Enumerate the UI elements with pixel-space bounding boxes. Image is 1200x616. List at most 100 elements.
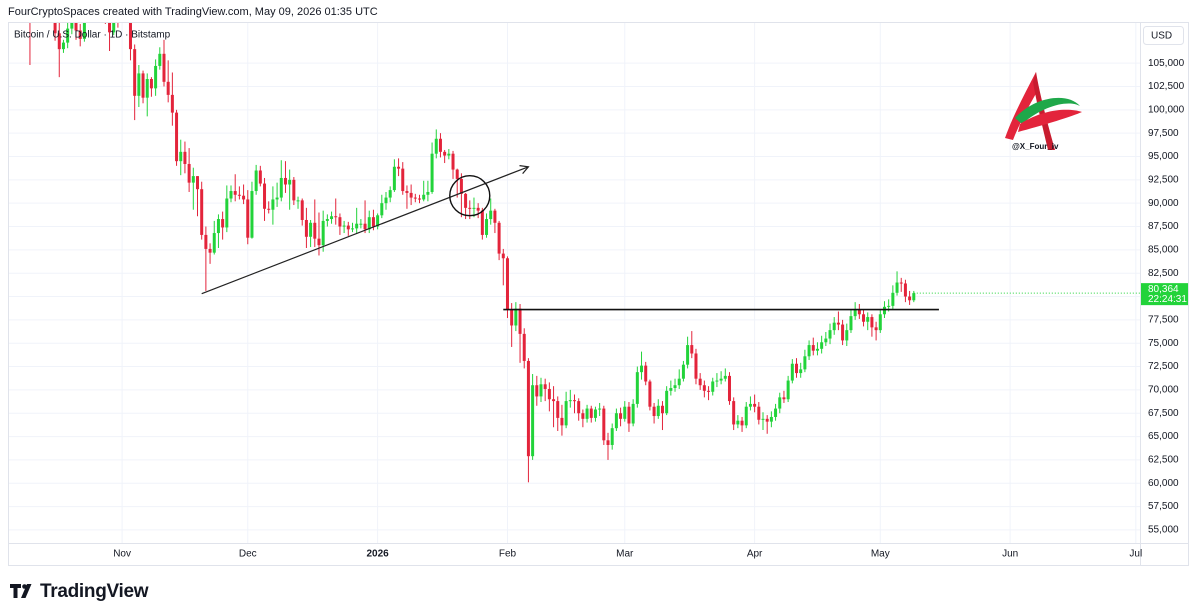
- candle-body: [271, 199, 275, 210]
- candle-body: [309, 222, 313, 237]
- candle-body: [413, 197, 417, 199]
- candle-body: [690, 345, 694, 354]
- candle-body: [799, 369, 803, 374]
- candle-body: [212, 233, 216, 253]
- candle-body: [187, 163, 191, 183]
- x-tick-label: Jun: [1002, 549, 1018, 560]
- candle-body: [493, 210, 497, 223]
- candle-body: [711, 381, 715, 392]
- candle-body: [795, 363, 799, 374]
- candle-body: [476, 207, 480, 211]
- candle-body: [778, 397, 782, 409]
- y-tick-label: 77,500: [1148, 315, 1179, 326]
- y-tick-label: 97,500: [1148, 128, 1179, 139]
- candle-body: [748, 403, 752, 407]
- logo-swoosh: [1018, 109, 1082, 132]
- candle-body: [334, 216, 338, 218]
- candle-body: [849, 316, 853, 331]
- candle-body: [57, 33, 61, 50]
- y-tick-label: 75,000: [1148, 338, 1179, 349]
- candle-body: [405, 191, 409, 193]
- candle-body: [175, 112, 179, 162]
- candle-body: [133, 49, 137, 96]
- candle-body: [355, 223, 359, 229]
- candle-body: [225, 198, 229, 228]
- candle-body: [183, 151, 187, 164]
- y-tick-label: 100,000: [1148, 104, 1185, 115]
- candle-body: [908, 296, 912, 301]
- candle-body: [325, 219, 329, 221]
- candle-body: [568, 400, 572, 402]
- candle-body: [170, 94, 174, 113]
- candle-body: [70, 23, 74, 29]
- currency[interactable]: USD: [1151, 31, 1172, 42]
- candle-body: [438, 138, 442, 152]
- candle-body: [531, 385, 535, 457]
- candle-body: [363, 223, 367, 230]
- candle-body: [815, 348, 819, 351]
- candle-body: [627, 406, 631, 424]
- candle-body: [598, 408, 602, 410]
- candle-body: [677, 378, 681, 386]
- axes: 55,000 57,500 60,000 62,500 65,000 67,500 70,0…: [113, 58, 1188, 560]
- candle-body: [330, 216, 334, 220]
- candle-body: [66, 28, 70, 43]
- candle-body: [803, 356, 807, 370]
- candle-body: [409, 192, 413, 198]
- x-tick-label: May: [871, 549, 890, 560]
- trendline-arrow: [519, 165, 530, 175]
- x-tick-label: 2026: [366, 549, 389, 560]
- candle-body: [631, 403, 635, 424]
- trendline: [201, 166, 529, 295]
- candle-body: [216, 219, 220, 234]
- candle-body: [485, 219, 489, 235]
- candle-body: [246, 199, 250, 238]
- candle-body: [141, 73, 145, 98]
- candle-body: [468, 207, 472, 209]
- candle-body: [895, 282, 899, 293]
- candle-body: [464, 193, 468, 208]
- candle-body: [878, 314, 882, 331]
- candle-body: [497, 222, 501, 254]
- x-tick-label: Apr: [747, 549, 763, 560]
- candle-body: [619, 413, 623, 419]
- candle-body: [669, 388, 673, 391]
- candle-body: [899, 282, 903, 284]
- candle-body: [648, 381, 652, 407]
- candle-body: [296, 200, 300, 202]
- candle-body: [698, 378, 702, 386]
- candle-body: [719, 378, 723, 381]
- candle-body: [338, 217, 342, 227]
- y-tick-label: 90,000: [1148, 198, 1179, 209]
- candle-body: [196, 176, 199, 190]
- candle-body: [769, 416, 773, 422]
- candle-body: [313, 222, 317, 239]
- candle-body: [539, 384, 543, 397]
- candle-body: [250, 191, 254, 238]
- candle-body: [300, 200, 304, 220]
- candle-body: [660, 405, 664, 414]
- candle-body: [53, 23, 57, 34]
- brand-logo: [10, 584, 32, 598]
- candle-body: [233, 191, 237, 195]
- symbol-legend: Bitcoin / U.S. Dollar · 1D · Bitstamp: [14, 30, 171, 41]
- candle-body: [501, 253, 505, 259]
- y-tick-label: 70,000: [1148, 385, 1179, 396]
- candle-body: [874, 327, 878, 331]
- y-tick-label: 82,500: [1148, 268, 1179, 279]
- candle-body: [577, 401, 581, 414]
- candle-body: [836, 322, 840, 325]
- candle-body: [258, 170, 262, 184]
- candle-body: [401, 168, 405, 192]
- candle-body: [547, 388, 551, 400]
- chart-frame: [8, 22, 1189, 566]
- brand-name: TradingView: [40, 581, 149, 602]
- candle-body: [514, 308, 518, 326]
- candle-body: [426, 191, 430, 195]
- x-tick-label: Mar: [616, 549, 634, 560]
- candle-body: [367, 217, 371, 230]
- currency-box[interactable]: [1143, 26, 1184, 45]
- candle-body: [371, 217, 375, 227]
